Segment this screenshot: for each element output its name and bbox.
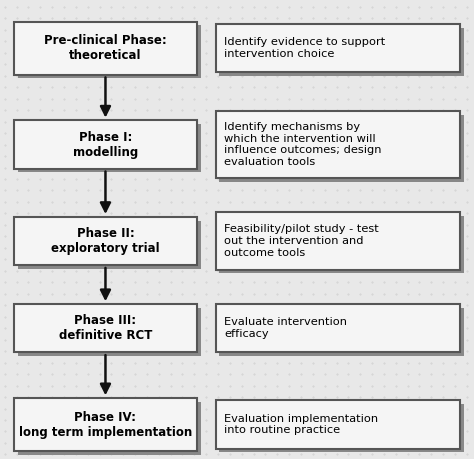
- Bar: [219, 115, 464, 181]
- Text: Phase III:
definitive RCT: Phase III: definitive RCT: [59, 314, 152, 342]
- Bar: [219, 28, 464, 76]
- Bar: [18, 308, 201, 356]
- Text: Feasibility/pilot study - test
out the intervention and
outcome tools: Feasibility/pilot study - test out the i…: [224, 224, 379, 257]
- Bar: [14, 217, 197, 265]
- Text: Identify mechanisms by
which the intervention will
influence outcomes; design
ev: Identify mechanisms by which the interve…: [224, 122, 382, 167]
- Bar: [18, 402, 201, 454]
- Bar: [219, 308, 464, 356]
- Text: Evaluation implementation
into routine practice: Evaluation implementation into routine p…: [224, 414, 378, 436]
- Bar: [216, 24, 460, 72]
- Text: Evaluate intervention
efficacy: Evaluate intervention efficacy: [224, 317, 347, 339]
- Bar: [219, 216, 464, 274]
- Bar: [216, 304, 460, 353]
- Bar: [14, 120, 197, 168]
- Bar: [14, 22, 197, 74]
- Bar: [216, 400, 460, 449]
- Bar: [219, 404, 464, 453]
- Bar: [14, 304, 197, 353]
- Text: Phase IV:
long term implementation: Phase IV: long term implementation: [19, 410, 192, 439]
- Bar: [14, 398, 197, 451]
- Text: Phase I:
modelling: Phase I: modelling: [73, 130, 138, 159]
- Text: Pre-clinical Phase:
theoretical: Pre-clinical Phase: theoretical: [44, 34, 167, 62]
- Text: Identify evidence to support
intervention choice: Identify evidence to support interventio…: [224, 37, 385, 59]
- Bar: [18, 124, 201, 172]
- Text: Phase II:
exploratory trial: Phase II: exploratory trial: [51, 227, 160, 255]
- Bar: [216, 111, 460, 178]
- Bar: [216, 212, 460, 270]
- Bar: [18, 25, 201, 78]
- Bar: [18, 221, 201, 269]
